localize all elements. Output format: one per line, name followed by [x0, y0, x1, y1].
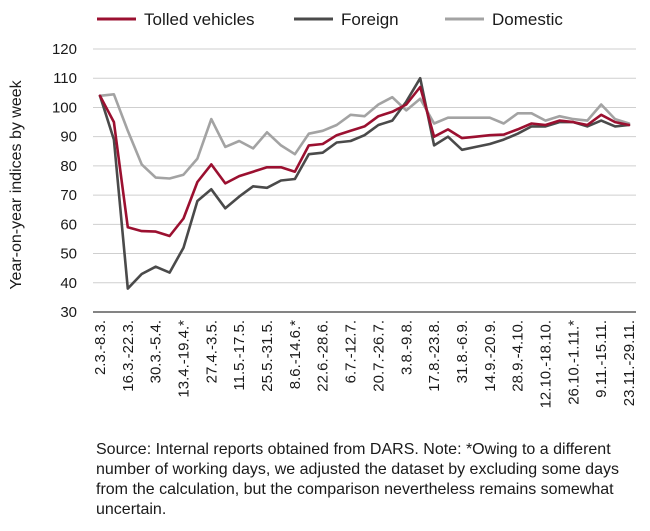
y-tick-label: 70 [60, 187, 77, 204]
y-tick-label: 110 [53, 70, 77, 87]
source-note: Source: Internal reports obtained from D… [96, 441, 619, 518]
series-line-tolled-vehicles [98, 85, 631, 238]
x-tick-label: 3.8.-9.8. [398, 320, 415, 375]
y-axis-ticks: 30 40 50 60 70 80 90 100 110 120 [52, 41, 77, 321]
x-tick-label: 31.8.-6.9. [454, 320, 471, 383]
legend-label: Tolled vehicles [144, 10, 255, 29]
x-axis-ticks: 2.3.-8.3. 16.3.-22.3. 30.3.-5.4. 13.4.-19.4… [92, 320, 638, 409]
y-tick-label: 90 [60, 129, 77, 146]
y-tick-label: 120 [52, 41, 77, 58]
x-tick-label: 11.5.-17.5. [231, 320, 248, 391]
x-tick-label: 6.7.-12.7. [343, 320, 360, 383]
x-tick-label: 12.10.-18.10. [538, 320, 555, 408]
gridlines [93, 48, 636, 313]
x-tick-label: 30.3.-5.4. [148, 320, 165, 383]
x-tick-label: 14.9.-20.9. [482, 320, 499, 392]
series-lines [98, 76, 631, 290]
y-tick-label: 30 [60, 304, 77, 321]
x-tick-label: 8.6.-14.6.* [287, 320, 304, 389]
y-tick-label: 50 [60, 246, 77, 263]
x-tick-label: 9.11.-15.11. [593, 320, 610, 398]
y-tick-label: 40 [60, 275, 77, 292]
x-tick-label: 28.9.-4.10. [510, 320, 527, 392]
x-tick-label: 22.6.-28.6. [315, 320, 332, 392]
y-tick-label: 80 [60, 158, 77, 175]
chart-legend: Tolled vehicles Foreign Domestic [97, 10, 563, 29]
line-chart: Tolled vehicles Foreign Domestic 30 40 50 60 7… [8, 10, 638, 409]
x-tick-label: 25.5.-31.5. [259, 320, 276, 392]
legend-label: Domestic [492, 10, 563, 29]
x-tick-label: 13.4.-19.4.* [176, 320, 193, 398]
y-axis-label: Year-on-year indices by week [8, 79, 25, 289]
series-line-domestic [98, 93, 631, 180]
x-tick-label: 16.3.-22.3. [120, 320, 137, 392]
x-tick-label: 26.10.-1.11.* [565, 320, 582, 405]
x-tick-label: 27.4.-3.5. [203, 320, 220, 383]
x-tick-label: 17.8.-23.8. [426, 320, 443, 392]
x-tick-label: 23.11.-29.11. [621, 320, 638, 406]
y-tick-label: 60 [60, 216, 77, 233]
legend-label: Foreign [341, 10, 399, 29]
x-tick-label: 20.7.-26.7. [370, 320, 387, 392]
series-line-foreign [98, 76, 631, 290]
y-tick-label: 100 [52, 99, 77, 116]
x-tick-label: 2.3.-8.3. [92, 320, 109, 375]
